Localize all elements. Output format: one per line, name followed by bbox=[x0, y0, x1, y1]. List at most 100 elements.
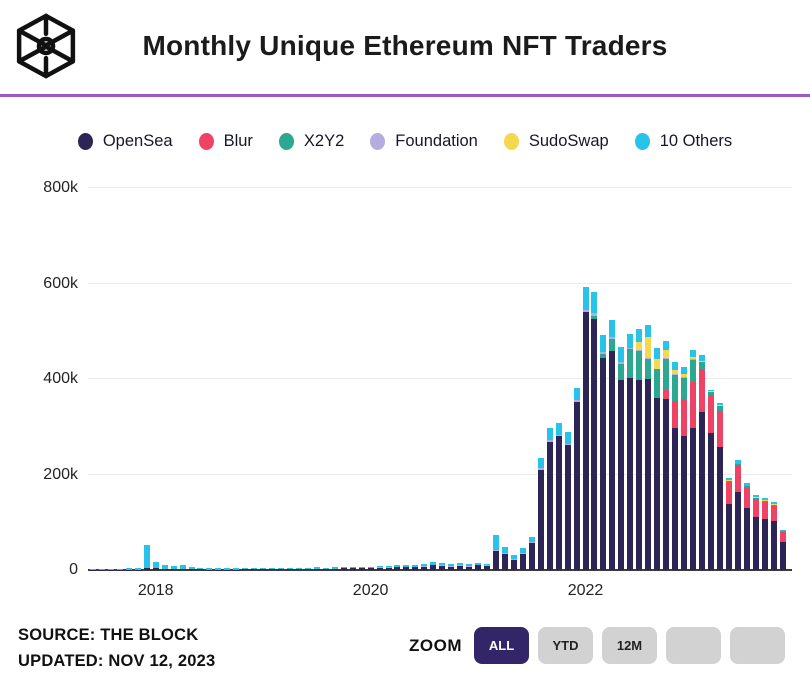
bar-segment-opensea bbox=[752, 516, 759, 570]
bar-2018-08[interactable] bbox=[215, 568, 222, 570]
bar-2017-10[interactable] bbox=[125, 568, 132, 570]
bar-2021-10[interactable] bbox=[555, 422, 562, 570]
bar-2022-09[interactable] bbox=[654, 348, 661, 570]
bar-2023-09[interactable] bbox=[761, 497, 768, 570]
bar-2021-06[interactable] bbox=[519, 548, 526, 570]
chart-container: 0 200k 400k 600k 800k 2018 2020 2022 bbox=[0, 170, 810, 610]
bar-2023-05[interactable] bbox=[725, 477, 732, 570]
y-axis-label-800k: 800k bbox=[43, 179, 78, 196]
bar-2018-02[interactable] bbox=[161, 564, 168, 570]
bar-2022-02[interactable] bbox=[591, 292, 598, 570]
bar-2017-06[interactable] bbox=[90, 569, 96, 570]
bar-2020-02[interactable] bbox=[376, 566, 383, 570]
bar-2021-12[interactable] bbox=[573, 388, 580, 570]
bar-2021-03[interactable] bbox=[492, 535, 499, 570]
bar-2021-11[interactable] bbox=[564, 432, 571, 570]
bar-2023-03[interactable] bbox=[707, 390, 714, 570]
zoom-button-ytd[interactable]: YTD bbox=[538, 627, 593, 664]
bar-2018-05[interactable] bbox=[188, 566, 195, 570]
bar-2017-09[interactable] bbox=[116, 568, 123, 570]
bar-segment-opensea bbox=[466, 566, 473, 570]
bar-2022-03[interactable] bbox=[600, 335, 607, 570]
bar-2018-04[interactable] bbox=[179, 565, 186, 570]
bar-2017-12[interactable] bbox=[143, 545, 150, 570]
bar-2019-02[interactable] bbox=[269, 568, 276, 570]
bar-2018-03[interactable] bbox=[170, 566, 177, 570]
bar-2019-04[interactable] bbox=[287, 567, 293, 570]
zoom-button-blank-4[interactable] bbox=[730, 627, 785, 664]
bar-2021-08[interactable] bbox=[537, 457, 544, 570]
bar-2023-08[interactable] bbox=[752, 495, 759, 570]
legend-item-sudoswap[interactable]: SudoSwap bbox=[503, 132, 609, 151]
bar-2019-11[interactable] bbox=[349, 567, 356, 570]
bar-2022-04[interactable] bbox=[609, 320, 616, 570]
bar-2020-09[interactable] bbox=[439, 563, 446, 570]
bar-2018-09[interactable] bbox=[224, 568, 231, 570]
bar-2021-04[interactable] bbox=[501, 547, 508, 570]
bar-2019-05[interactable] bbox=[295, 567, 302, 570]
bar-segment-opensea bbox=[609, 351, 616, 570]
legend-item-10-others[interactable]: 10 Others bbox=[634, 132, 732, 151]
bar-2019-06[interactable] bbox=[304, 567, 311, 570]
zoom-button-blank-3[interactable] bbox=[666, 627, 721, 664]
bar-2021-07[interactable] bbox=[528, 537, 535, 570]
bar-2020-05[interactable] bbox=[403, 565, 410, 570]
bar-2018-06[interactable] bbox=[197, 567, 204, 570]
legend-dot-icon bbox=[198, 133, 214, 150]
bar-2022-07[interactable] bbox=[636, 328, 643, 570]
legend-item-x2y2[interactable]: X2Y2 bbox=[278, 132, 344, 151]
legend-item-opensea[interactable]: OpenSea bbox=[77, 132, 173, 151]
legend-item-foundation[interactable]: Foundation bbox=[370, 132, 478, 151]
bar-2018-07[interactable] bbox=[206, 568, 213, 570]
bar-2022-06[interactable] bbox=[627, 333, 634, 570]
bar-2019-03[interactable] bbox=[278, 567, 285, 570]
bar-2020-03[interactable] bbox=[385, 565, 392, 570]
bar-2020-10[interactable] bbox=[448, 564, 455, 570]
bar-2022-01[interactable] bbox=[582, 286, 589, 570]
bar-2019-01[interactable] bbox=[260, 568, 267, 570]
bar-2019-08[interactable] bbox=[322, 567, 329, 570]
bar-2021-02[interactable] bbox=[484, 564, 491, 570]
bar-2023-04[interactable] bbox=[716, 402, 723, 570]
bar-2023-07[interactable] bbox=[743, 483, 750, 570]
bar-2018-01[interactable] bbox=[152, 561, 159, 570]
bar-2019-12[interactable] bbox=[358, 567, 365, 570]
bar-2020-06[interactable] bbox=[412, 565, 419, 570]
bar-2022-10[interactable] bbox=[663, 340, 670, 570]
bar-2022-11[interactable] bbox=[672, 362, 679, 570]
zoom-button-12m[interactable]: 12M bbox=[602, 627, 657, 664]
zoom-button-all[interactable]: ALL bbox=[474, 627, 529, 664]
bar-2018-11[interactable] bbox=[242, 568, 249, 570]
bar-2021-05[interactable] bbox=[510, 555, 517, 570]
bar-2019-09[interactable] bbox=[331, 567, 338, 570]
bar-segment-x2y2 bbox=[618, 363, 625, 380]
bar-2023-11[interactable] bbox=[779, 529, 786, 570]
bar-2023-06[interactable] bbox=[734, 460, 741, 570]
bar-2023-02[interactable] bbox=[698, 355, 705, 570]
bar-2022-12[interactable] bbox=[681, 367, 688, 570]
bar-2017-08[interactable] bbox=[107, 568, 114, 570]
bar-2018-12[interactable] bbox=[251, 568, 258, 570]
bar-2019-10[interactable] bbox=[340, 567, 347, 570]
bar-2022-05[interactable] bbox=[618, 347, 625, 570]
bar-2023-10[interactable] bbox=[770, 502, 777, 570]
bar-2017-11[interactable] bbox=[134, 567, 141, 570]
bar-segment-10-others bbox=[107, 568, 114, 570]
bar-2017-07[interactable] bbox=[98, 569, 105, 570]
bar-2020-01[interactable] bbox=[367, 566, 374, 570]
bar-2023-01[interactable] bbox=[689, 350, 696, 570]
bar-segment-blur bbox=[752, 499, 759, 517]
brand-divider bbox=[0, 94, 810, 97]
bar-2020-07[interactable] bbox=[421, 564, 428, 570]
bar-2021-09[interactable] bbox=[546, 428, 553, 570]
bar-2020-04[interactable] bbox=[394, 565, 401, 570]
bar-2021-01[interactable] bbox=[475, 562, 482, 570]
bar-2022-08[interactable] bbox=[645, 325, 652, 570]
bar-2018-10[interactable] bbox=[233, 568, 240, 570]
bar-segment-10-others bbox=[161, 564, 168, 569]
bar-2020-08[interactable] bbox=[430, 562, 437, 570]
bar-2020-11[interactable] bbox=[457, 562, 464, 570]
legend-item-blur[interactable]: Blur bbox=[198, 132, 253, 151]
bar-2020-12[interactable] bbox=[466, 564, 473, 570]
bar-2019-07[interactable] bbox=[313, 567, 320, 570]
